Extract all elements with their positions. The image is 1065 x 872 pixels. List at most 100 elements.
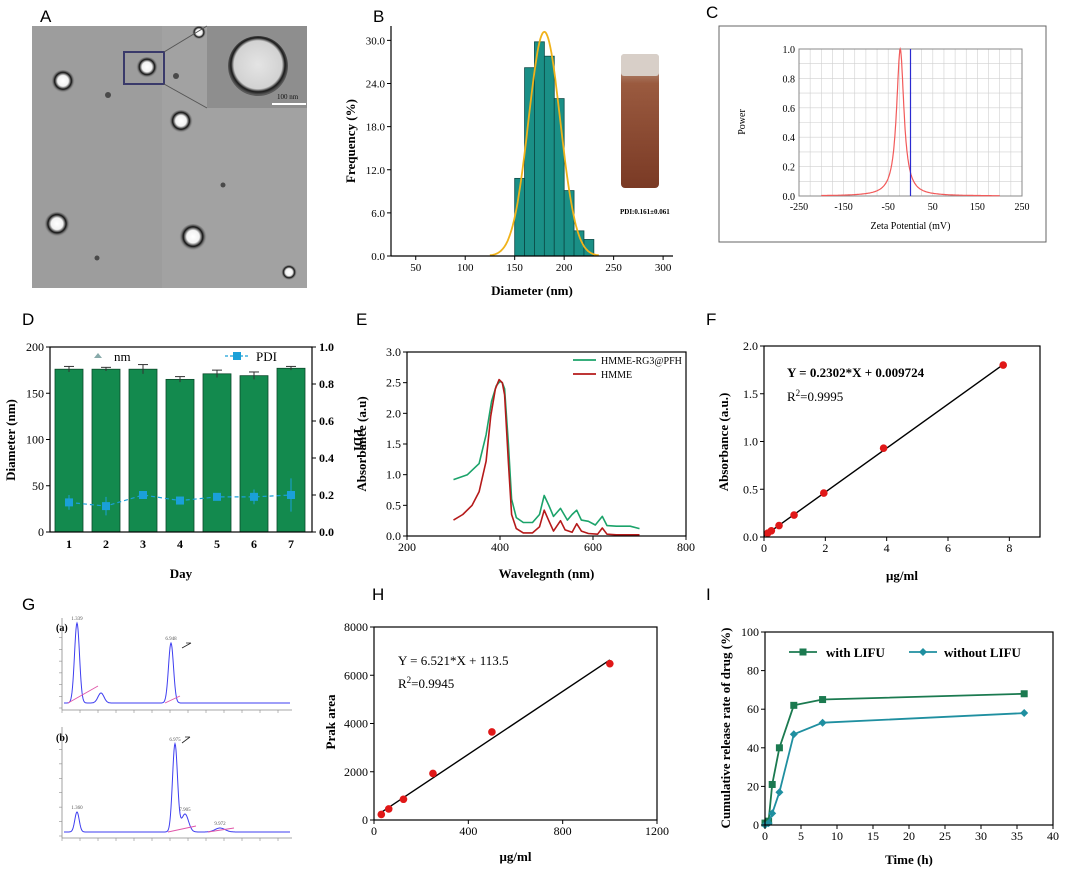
h-x-tick-label: 0	[371, 824, 377, 838]
f-data-point	[999, 361, 1007, 369]
g-a-chromatogram	[64, 621, 290, 704]
d-diameter-bar	[202, 373, 232, 533]
d-pdi-point	[176, 496, 184, 505]
b-y-axis-title: Frequency (%)	[343, 99, 358, 183]
f-data-point	[775, 521, 783, 530]
g-b-peak-label: 1.360	[71, 806, 83, 811]
f-r-squared-exponent: 2	[796, 388, 801, 398]
f-y-tick-label: 0.5	[743, 482, 758, 496]
h-x-tick-label: 400	[459, 824, 477, 838]
i-x-tick-label: 40	[1047, 829, 1059, 843]
d-diameter-bar	[239, 375, 269, 533]
cuvette-photo	[621, 54, 659, 188]
f-y-tick-label: 2.0	[743, 339, 758, 353]
tem-zoom-box	[123, 51, 165, 85]
d-diameter-bar	[128, 368, 158, 533]
b-y-tick-label: 0.0	[371, 251, 385, 263]
panel-label-i: I	[706, 585, 711, 604]
i-y-tick-label: 0	[753, 818, 759, 832]
h-y-tick-label: 6000	[344, 668, 368, 682]
h-data-point	[429, 769, 437, 778]
g-a-peak-arrow	[181, 642, 192, 649]
b-y-tick-label: 18.0	[366, 122, 386, 134]
i-x-tick-label: 35	[1011, 829, 1023, 843]
d-y-tick-label: 0	[38, 525, 44, 539]
d-pdi-point	[102, 502, 110, 511]
b-histogram-bar	[534, 41, 545, 257]
f-r-squared-symbol: R	[787, 389, 796, 404]
i-without-lifu-point	[789, 730, 798, 739]
f-data-point	[820, 489, 828, 497]
g-b-peak-arrow	[181, 736, 191, 744]
f-x-tick-label: 0	[761, 541, 767, 555]
d-x-axis-title: Day	[170, 566, 193, 581]
nanoparticle	[281, 265, 297, 281]
nanoparticle	[136, 57, 158, 79]
g-a-peak-label: 6.948	[165, 637, 177, 642]
g-b-peak-label: 7.905	[179, 808, 191, 813]
h-data-point	[399, 795, 408, 804]
d-right-y-tick-label: 0.8	[319, 377, 334, 391]
h-y-tick-label: 8000	[344, 620, 368, 634]
b-histogram-bar	[563, 190, 575, 257]
panel-h-peak-area: 0 400 800 1200 0 2000 4000 6000 8000 Y = 6.521*X …	[323, 620, 669, 864]
i-without-lifu-point	[818, 718, 827, 727]
d-x-tick-label: 3	[140, 537, 146, 551]
b-x-tick-label: 300	[655, 262, 672, 274]
d-pdi-point	[287, 491, 295, 499]
b-y-tick-label: 30.0	[366, 35, 386, 47]
nanoparticle	[51, 70, 75, 94]
b-x-axis-title: Diameter (nm)	[491, 283, 573, 298]
g-a-peak-label: 1.339	[71, 617, 83, 622]
f-data-point	[790, 511, 798, 519]
nanoparticle	[44, 212, 70, 238]
i-x-tick-label: 25	[939, 829, 951, 843]
e-axes-frame	[406, 351, 687, 537]
panel-label-c: C	[706, 3, 718, 22]
i-x-tick-label: 0	[762, 829, 768, 843]
i-x-tick-label: 15	[867, 829, 879, 843]
d-x-tick-label: 6	[251, 537, 257, 551]
e-y-tick-label: 1.5	[386, 437, 401, 451]
i-with-lifu-line	[764, 692, 1025, 824]
e-y-tick-label: 0.0	[386, 529, 401, 543]
panel-label-d: D	[22, 310, 34, 329]
panel-label-b: B	[373, 7, 384, 26]
h-y-tick-label: 0	[362, 813, 368, 827]
panel-b-size-distribution: PDI:0.161±0.061 50 100 150 200 250 300 0.0 6.0 1…	[343, 26, 673, 298]
panel-label-a: A	[40, 7, 52, 26]
nanoparticle	[220, 182, 226, 188]
i-x-axis-title: Time (h)	[885, 852, 933, 867]
c-y-axis-title: Power	[737, 109, 748, 135]
d-right-y-tick-label: 0.0	[319, 525, 334, 539]
g-a-baseline	[67, 685, 99, 704]
c-y-tick-label: 0.8	[783, 74, 796, 85]
e-x-tick-label: 200	[398, 540, 416, 554]
e-y-tick-label: 1.0	[386, 468, 401, 482]
i-x-tick-label: 20	[903, 829, 915, 843]
b-y-tick-label: 12.0	[366, 165, 386, 177]
h-data-point	[384, 805, 393, 813]
c-x-tick-label: 150	[970, 202, 985, 213]
b-histogram-bar	[553, 98, 565, 257]
h-data-point	[488, 728, 496, 736]
nanoparticle	[105, 92, 111, 98]
i-with-lifu-point	[819, 696, 827, 704]
c-outer-frame	[718, 25, 1047, 243]
g-b-peak-label: 6.975	[169, 738, 181, 743]
i-y-axis-title: Cumulative release rate of drug (%)	[718, 628, 733, 829]
e-y-axis-title: Absorbance (a.u)	[354, 396, 369, 491]
nanoparticle	[94, 255, 100, 261]
panel-i-release: 0 5 10 15 20 25 30 35 40 0 20 40 60 80 100 with LIFU wit…	[718, 625, 1059, 867]
b-histogram-bar	[524, 67, 535, 257]
c-x-tick-label: -150	[834, 202, 852, 213]
c-y-tick-label: 0.4	[783, 133, 796, 144]
c-y-tick-label: 0.2	[783, 163, 796, 174]
f-data-point	[879, 444, 888, 452]
panel-f-standard-curve: 0 2 4 6 8 0.0 0.5 1.0 1.5 2.0 Y = 0.2302*X + 0.009…	[716, 339, 1041, 583]
d-pdi-point	[213, 492, 221, 501]
i-x-tick-label: 5	[798, 829, 804, 843]
g-b-peak-label: 9.972	[214, 822, 226, 827]
d-y-tick-label: 150	[26, 386, 44, 400]
